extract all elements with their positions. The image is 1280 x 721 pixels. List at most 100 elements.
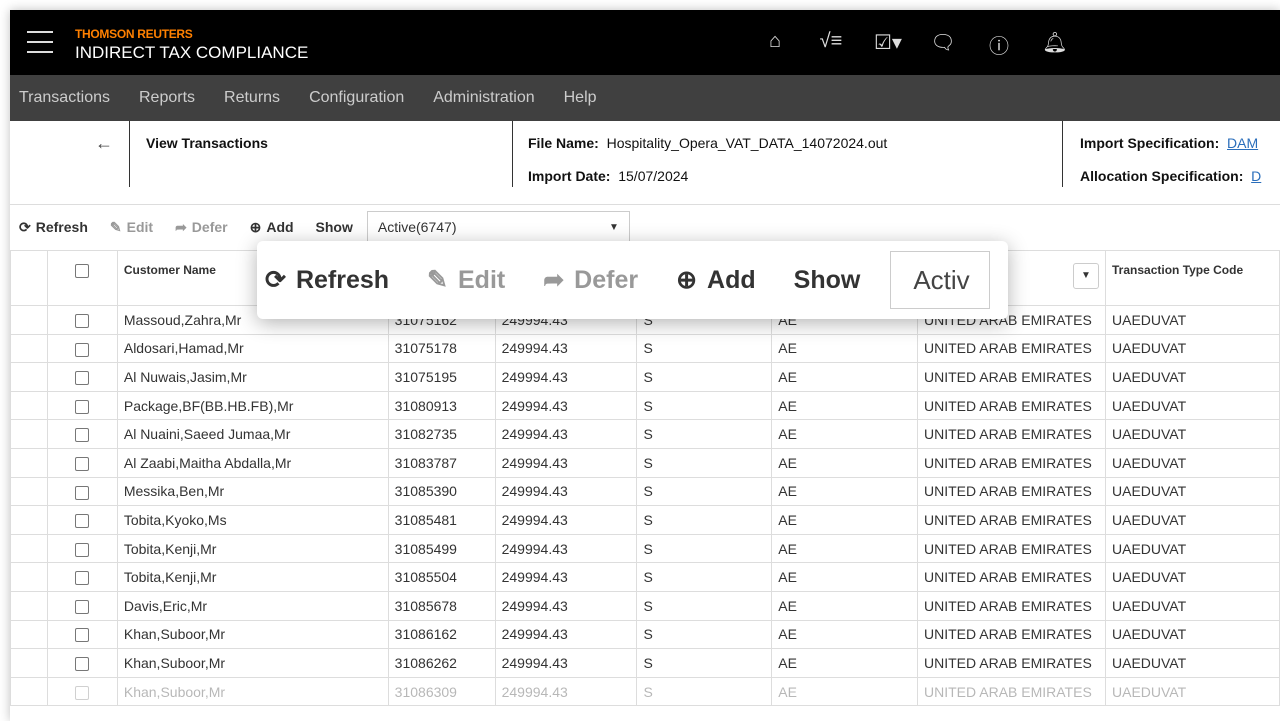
cell-transaction-id: 31075178 <box>387 333 496 364</box>
show-select[interactable]: Active(6747) ▼ <box>366 211 630 243</box>
row-spacer <box>10 476 48 507</box>
table-row[interactable]: Tobita,Kenji,Mr 31085499 249994.43 S AE UNITE… <box>10 533 1280 564</box>
menu-reports[interactable]: Reports <box>139 89 196 106</box>
cell-amount: 249994.43 <box>494 562 638 592</box>
alloc-spec-link[interactable]: D <box>1251 168 1262 184</box>
cell-country: UNITED ARAB EMIRATES <box>917 362 1106 392</box>
menu-administration[interactable]: Administration <box>433 89 535 106</box>
zoom-defer-button[interactable]: ➦ Defer <box>543 265 638 295</box>
cell-tax-code: S <box>636 419 773 449</box>
table-row[interactable]: Khan,Suboor,Mr 31086309 249994.43 S AE UNITED… <box>10 676 1280 707</box>
edit-button[interactable]: ✎ Edit <box>110 219 153 236</box>
row-checkbox[interactable] <box>75 313 90 328</box>
cell-amount: 249994.43 <box>494 390 638 421</box>
cell-transaction-id: 31086262 <box>387 648 496 678</box>
row-checkbox[interactable] <box>75 514 90 529</box>
zoom-show-select[interactable]: Activ <box>890 251 991 309</box>
zoom-add-button[interactable]: ⊕ Add <box>676 265 756 295</box>
share-arrow-icon: ➦ <box>543 266 565 294</box>
row-checkbox[interactable] <box>75 599 90 614</box>
info-panel: ← View Transactions File Name: Hospitali… <box>10 121 1280 205</box>
menu-configuration[interactable]: Configuration <box>309 89 405 106</box>
clipboard-check-icon[interactable]: ☑▾ <box>874 32 902 54</box>
cell-country-code: AE <box>771 590 919 621</box>
row-spacer <box>10 676 48 707</box>
back-arrow-icon[interactable]: ← <box>95 133 113 153</box>
row-checkbox[interactable] <box>75 485 90 500</box>
refresh-button[interactable]: ⟳ Refresh <box>19 219 88 236</box>
cell-amount: 249994.43 <box>494 447 638 478</box>
add-button[interactable]: ⊕ Add <box>250 219 294 236</box>
menu-returns[interactable]: Returns <box>224 89 281 106</box>
table-row[interactable]: Khan,Suboor,Mr 31086262 249994.43 S AE UNITED… <box>10 648 1280 678</box>
cell-tax-code: S <box>636 476 773 507</box>
cell-customer-name: Khan,Suboor,Mr <box>116 648 389 678</box>
menu-help[interactable]: Help <box>563 89 597 106</box>
cell-tax-code: S <box>636 590 773 621</box>
cell-transaction-id: 31085504 <box>387 562 496 592</box>
cell-transaction-type-code: UAEDUVAT <box>1105 533 1280 564</box>
table-row[interactable]: Davis,Eric,Mr 31085678 249994.43 S AE UNITED … <box>10 590 1280 621</box>
table-row[interactable]: Al Zaabi,Maitha Abdalla,Mr 31083787 249994… <box>10 447 1280 478</box>
row-checkbox[interactable] <box>75 342 90 357</box>
row-spacer <box>10 305 48 335</box>
bell-icon[interactable]: 🔔︎ <box>1042 32 1068 54</box>
cell-amount: 249994.43 <box>494 533 638 564</box>
help-icon[interactable]: ⓘ <box>989 36 1009 58</box>
cell-transaction-type-code: UAEDUVAT <box>1105 648 1280 678</box>
row-checkbox[interactable] <box>75 657 90 672</box>
table-row[interactable]: Aldosari,Hamad,Mr 31075178 249994.43 S AE UNI… <box>10 333 1280 364</box>
plus-circle-icon: ⊕ <box>676 266 698 294</box>
task-list-icon[interactable]: √≡ <box>819 30 843 52</box>
table-row[interactable]: Messika,Ben,Mr 31085390 249994.43 S AE UNITED… <box>10 476 1280 507</box>
cell-tax-code: S <box>636 676 773 707</box>
defer-button[interactable]: ➦ Defer <box>175 219 228 236</box>
row-spacer <box>10 419 48 449</box>
row-checkbox[interactable] <box>75 456 90 471</box>
table-row[interactable]: Al Nuaini,Saeed Jumaa,Mr 31082735 249994.4… <box>10 419 1280 449</box>
table-row[interactable]: Tobita,Kyoko,Ms 31085481 249994.43 S AE UNITE… <box>10 505 1280 535</box>
chat-icon[interactable]: 🗨 <box>930 32 956 54</box>
zoom-edit-button[interactable]: ✎ Edit <box>427 265 505 295</box>
zoom-refresh-button[interactable]: ⟳ Refresh <box>265 265 389 295</box>
row-spacer <box>10 648 48 678</box>
zoom-defer-label: Defer <box>574 265 639 294</box>
select-all-checkbox[interactable] <box>75 263 90 278</box>
table-row[interactable]: Tobita,Kenji,Mr 31085504 249994.43 S AE UNITE… <box>10 562 1280 592</box>
cell-transaction-type-code: UAEDUVAT <box>1105 562 1280 592</box>
row-checkbox[interactable] <box>75 685 90 700</box>
cell-country-code: AE <box>771 619 919 650</box>
header-transaction-type-code[interactable]: Transaction Type Code <box>1105 250 1280 306</box>
cell-amount: 249994.43 <box>494 362 638 392</box>
row-checkbox[interactable] <box>75 628 90 643</box>
hamburger-menu-icon[interactable] <box>27 31 53 61</box>
table-row[interactable]: Package,BF(BB.HB.FB),Mr 31080913 249994.43… <box>10 390 1280 421</box>
home-icon[interactable]: ⌂ <box>768 30 782 52</box>
cell-amount: 249994.43 <box>494 419 638 449</box>
cell-transaction-id: 31085481 <box>387 505 496 535</box>
row-checkbox[interactable] <box>75 399 90 414</box>
row-checkbox[interactable] <box>75 542 90 557</box>
transactions-table: Customer Name ▼ Transaction Type Code Ma… <box>10 250 1280 707</box>
table-row[interactable]: Khan,Suboor,Mr 31086162 249994.43 S AE UNITED… <box>10 619 1280 650</box>
column-filter-dropdown[interactable]: ▼ <box>1073 263 1099 289</box>
cell-customer-name: Al Nuwais,Jasim,Mr <box>116 362 389 392</box>
file-name-label: File Name: <box>528 135 599 151</box>
row-checkbox[interactable] <box>75 571 90 586</box>
cell-tax-code: S <box>636 505 773 535</box>
cell-country-code: AE <box>771 505 919 535</box>
cell-country-code: AE <box>771 648 919 678</box>
cell-amount: 249994.43 <box>494 476 638 507</box>
import-spec-label: Import Specification: <box>1080 135 1220 151</box>
cell-customer-name: Khan,Suboor,Mr <box>116 619 389 650</box>
refresh-icon: ⟳ <box>265 266 286 294</box>
row-checkbox[interactable] <box>75 371 90 386</box>
row-spacer <box>10 447 48 478</box>
file-name-value: Hospitality_Opera_VAT_DATA_14072024.out <box>606 135 888 151</box>
row-checkbox[interactable] <box>75 428 90 443</box>
table-row[interactable]: Al Nuwais,Jasim,Mr 31075195 249994.43 S AE UN… <box>10 362 1280 392</box>
menu-transactions[interactable]: Transactions <box>19 89 110 106</box>
cell-country-code: AE <box>771 362 919 392</box>
import-spec-link[interactable]: DAM <box>1227 135 1259 151</box>
cell-country-code: AE <box>771 676 919 707</box>
